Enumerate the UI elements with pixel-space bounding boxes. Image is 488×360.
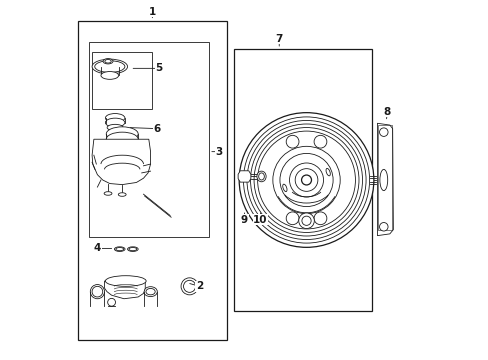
Text: 10: 10 [253,215,267,225]
Ellipse shape [256,171,265,182]
Ellipse shape [106,132,138,146]
Circle shape [379,128,387,136]
Bar [78,21,226,339]
Circle shape [295,168,317,192]
Text: 5: 5 [155,63,162,73]
Ellipse shape [118,193,126,196]
Text: 3: 3 [215,147,222,157]
Ellipse shape [92,59,127,74]
Circle shape [289,163,323,197]
Circle shape [313,135,326,148]
Bar [378,125,391,230]
Ellipse shape [282,184,286,192]
Circle shape [279,153,332,207]
Circle shape [239,113,373,247]
Ellipse shape [103,59,113,64]
Circle shape [301,175,311,185]
Bar [233,49,371,311]
Ellipse shape [107,298,115,306]
Ellipse shape [114,247,125,251]
Ellipse shape [104,192,112,195]
Ellipse shape [129,248,137,251]
Ellipse shape [95,61,124,72]
Ellipse shape [92,286,102,297]
Polygon shape [377,123,392,236]
Ellipse shape [101,72,119,79]
Ellipse shape [105,276,146,286]
Ellipse shape [104,59,111,63]
Ellipse shape [258,173,264,180]
Polygon shape [104,281,145,299]
Circle shape [301,216,310,225]
Ellipse shape [379,169,387,191]
Ellipse shape [116,248,123,251]
Ellipse shape [143,287,157,297]
Circle shape [298,213,314,229]
Circle shape [313,212,326,225]
Ellipse shape [127,247,138,251]
Circle shape [243,117,369,243]
Text: 2: 2 [196,281,203,291]
Text: 1: 1 [148,6,156,17]
Ellipse shape [183,280,195,292]
Circle shape [250,124,362,236]
Text: 7: 7 [275,34,283,44]
Ellipse shape [325,168,329,176]
Polygon shape [92,139,150,185]
Circle shape [285,212,298,225]
Text: 9: 9 [241,215,247,225]
Bar [88,42,209,237]
Ellipse shape [145,288,155,295]
Text: 6: 6 [153,123,160,134]
Circle shape [379,222,387,231]
Ellipse shape [105,118,124,127]
Circle shape [257,131,355,229]
Circle shape [272,146,340,214]
Ellipse shape [106,127,138,141]
Ellipse shape [181,278,198,295]
Polygon shape [238,171,250,182]
Text: 8: 8 [383,107,390,117]
Circle shape [285,135,298,148]
Ellipse shape [107,124,123,131]
Text: 4: 4 [94,243,101,253]
Ellipse shape [90,284,104,299]
Bar [92,53,152,109]
Ellipse shape [105,113,124,122]
